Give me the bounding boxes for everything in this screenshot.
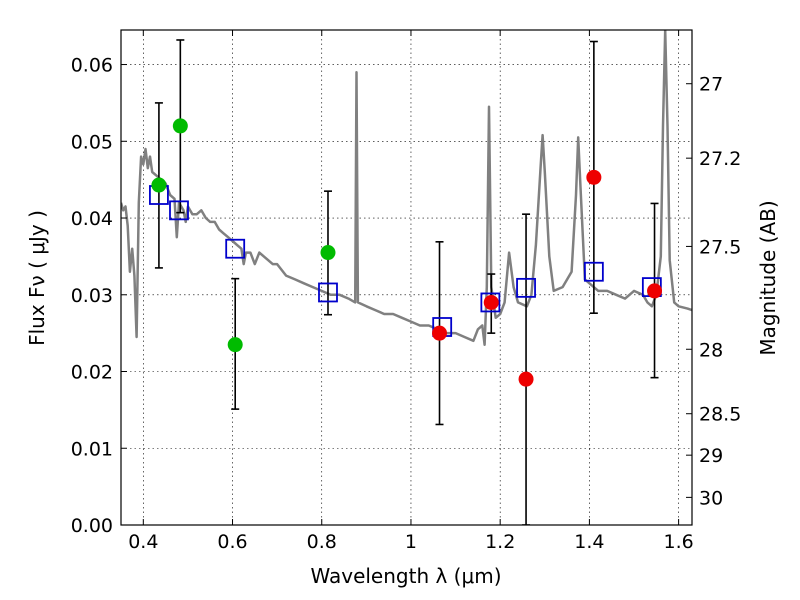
observed-point-red [518, 371, 534, 387]
right-tick-label: 27 [699, 74, 723, 96]
axes: 0.4 0.6 0.8 1 1.2 1.4 1.6 0.00 0.01 0.02 0.03 0.04 0… [71, 30, 741, 553]
model-photometry-square [225, 238, 246, 259]
right-tick-label: 30 [699, 487, 723, 509]
right-tick-label: 28.5 [699, 404, 741, 426]
y-tick-label: 0.03 [71, 285, 113, 307]
y-tick-label: 0.02 [71, 362, 113, 384]
observed-point-green [320, 245, 336, 261]
x-tick-label: 0.6 [217, 531, 247, 553]
plot-area [121, 30, 692, 525]
model-photometry-square [583, 261, 604, 282]
model-photometry-square [516, 277, 536, 298]
y-tick-label: 0.04 [71, 208, 113, 230]
y-tick-label: 0.06 [71, 55, 113, 77]
model-photometry-square [480, 292, 501, 313]
x-tick-label: 0.8 [307, 531, 337, 553]
y-tick-label: 0.00 [71, 515, 113, 537]
observed-point-green [172, 118, 188, 134]
x-tick-label: 1.2 [485, 531, 515, 553]
plot-frame [120, 29, 693, 526]
x-axis-label: Wavelength λ (μm) [310, 564, 501, 588]
x-tick-label: 1.4 [574, 531, 604, 553]
right-tick-label: 27.2 [699, 148, 741, 170]
observed-point-red [647, 283, 663, 299]
observed-point-green [227, 337, 243, 353]
right-tick-label: 28 [699, 339, 723, 361]
y-tick-label: 0.01 [71, 438, 113, 460]
x-tick-label: 0.4 [128, 531, 158, 553]
right-tick-label: 27.5 [699, 236, 741, 258]
model-spectrum-line [121, 30, 692, 346]
observed-point-red [483, 294, 499, 310]
x-tick-label: 1 [405, 531, 417, 553]
observed-point-green [151, 177, 167, 193]
y-tick-label: 0.05 [71, 131, 113, 153]
model-photometry-square [169, 200, 189, 221]
observed-point-red [432, 325, 448, 341]
x-tick-label: 1.6 [664, 531, 694, 553]
observed-point-red [586, 169, 602, 185]
right-tick-label: 29 [699, 445, 723, 467]
grid-lines [121, 30, 692, 526]
model-photometry-square [318, 282, 338, 303]
y-axis-label: Flux Fν ( μJy ) [25, 210, 49, 346]
right-axis-label: Magnitude (AB) [756, 200, 780, 355]
